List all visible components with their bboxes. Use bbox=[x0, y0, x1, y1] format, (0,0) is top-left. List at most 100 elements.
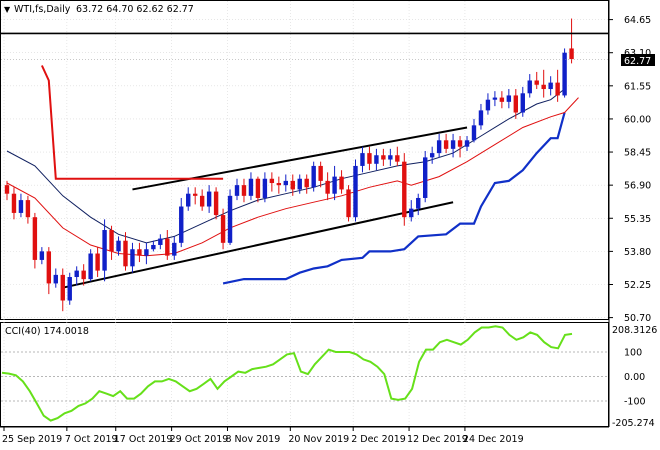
candle-body bbox=[416, 197, 421, 209]
candle-body bbox=[492, 97, 498, 100]
candle-body bbox=[388, 155, 393, 160]
candle-body bbox=[374, 155, 379, 164]
candle-body bbox=[220, 215, 226, 243]
candle-body bbox=[520, 93, 525, 113]
candle-body bbox=[123, 240, 128, 267]
horizontal-line[interactable] bbox=[1, 32, 608, 61]
time-tick-label: 20 Nov 2019 bbox=[288, 434, 349, 445]
candle-body bbox=[262, 178, 268, 198]
candle-body bbox=[318, 165, 323, 181]
candle-body bbox=[353, 165, 358, 218]
candle-body bbox=[450, 140, 456, 149]
candle-body bbox=[227, 195, 233, 243]
candle-body bbox=[67, 277, 72, 301]
candle-body bbox=[541, 84, 546, 90]
candle-body bbox=[457, 140, 463, 147]
candle-body bbox=[144, 249, 149, 256]
candle-body bbox=[81, 270, 86, 280]
cci-series bbox=[1, 325, 573, 422]
cci-bottom-value: -205.274 bbox=[612, 418, 655, 429]
cci-level-label: -100 bbox=[624, 397, 646, 408]
candle-body bbox=[130, 249, 135, 267]
candle-body bbox=[395, 155, 400, 162]
candle-body bbox=[409, 208, 414, 218]
cci-label: CCI(40) 174.0018 bbox=[5, 326, 89, 337]
grid bbox=[1, 1, 608, 427]
price-tick-label: 58.45 bbox=[624, 148, 651, 159]
candle-body bbox=[158, 238, 163, 245]
candle-body bbox=[25, 200, 31, 218]
candle-body bbox=[381, 155, 386, 160]
candle-body bbox=[562, 52, 567, 96]
candle-body bbox=[39, 251, 45, 260]
candle-body bbox=[116, 240, 121, 252]
candle-body bbox=[297, 178, 302, 190]
candle-body bbox=[548, 82, 553, 90]
candle-body bbox=[436, 140, 442, 154]
candle-body bbox=[367, 153, 372, 164]
candle-body bbox=[311, 165, 316, 188]
ohlc-values: 63.72 64.70 62.62 62.77 bbox=[76, 4, 194, 15]
stop-lines bbox=[40, 65, 566, 285]
price-tick-label: 55.35 bbox=[624, 214, 651, 225]
candle-body bbox=[478, 110, 484, 126]
candle-body bbox=[46, 251, 52, 284]
candle-body bbox=[360, 153, 365, 166]
price-tick-label: 60.00 bbox=[624, 114, 651, 125]
candle-body bbox=[74, 270, 79, 278]
candle-body bbox=[499, 97, 505, 102]
candle-body bbox=[290, 180, 295, 190]
cci-top-value: 208.3126 bbox=[612, 325, 657, 336]
candle-body bbox=[206, 191, 212, 207]
menu-arrow-icon[interactable]: ▼ bbox=[4, 5, 11, 14]
cci-level-label: 100 bbox=[624, 348, 642, 359]
candle-body bbox=[151, 244, 156, 250]
time-tick-label: 12 Dec 2019 bbox=[407, 434, 468, 445]
time-tick-label: 25 Sep 2019 bbox=[2, 434, 62, 445]
candle-body bbox=[192, 193, 198, 196]
time-tick-label: 24 Dec 2019 bbox=[463, 434, 524, 445]
trendline bbox=[62, 201, 454, 289]
candle-body bbox=[53, 274, 58, 284]
candle-body bbox=[325, 180, 330, 194]
price-tick-label: 64.65 bbox=[624, 15, 651, 26]
candle-body bbox=[402, 161, 407, 218]
candlesticks bbox=[4, 18, 574, 312]
price-tick-label: 56.90 bbox=[624, 181, 651, 192]
candle-body bbox=[569, 48, 574, 60]
candle-body bbox=[429, 153, 435, 158]
candle-body bbox=[443, 140, 449, 149]
candle-body bbox=[172, 242, 177, 256]
candle-body bbox=[513, 95, 519, 113]
candle-body bbox=[165, 238, 170, 256]
candle-body bbox=[4, 185, 10, 194]
candle-body bbox=[109, 230, 114, 252]
price-tick-label: 61.55 bbox=[624, 81, 651, 92]
candle-body bbox=[276, 183, 282, 186]
candle-body bbox=[485, 99, 491, 111]
candle-body bbox=[102, 230, 107, 271]
candle-body bbox=[179, 206, 184, 243]
price-tick-label: 52.25 bbox=[624, 280, 651, 291]
symbol-info: WTI,fs,Daily bbox=[14, 4, 71, 15]
cci-line bbox=[1, 325, 573, 422]
price-axis: 64.65 63.10 61.55 60.00 58.45 56.90 55.35 53.80… bbox=[609, 15, 651, 324]
price-tick-label: 63.10 bbox=[624, 48, 651, 59]
candle-body bbox=[18, 200, 24, 213]
price-tick-label: 50.70 bbox=[624, 313, 651, 324]
price-panel bbox=[0, 0, 609, 320]
candle-body bbox=[199, 195, 205, 207]
candle-body bbox=[555, 82, 560, 96]
candle-body bbox=[346, 189, 351, 218]
candle-body bbox=[234, 185, 240, 196]
time-tick-label: 8 Nov 2019 bbox=[225, 434, 280, 445]
candle-body bbox=[32, 217, 38, 260]
candle-body bbox=[186, 193, 191, 207]
ma-fast-line bbox=[6, 97, 579, 257]
candle-body bbox=[60, 274, 65, 301]
current-price-badge bbox=[621, 54, 655, 66]
current-price-label: 62.77 bbox=[624, 56, 651, 67]
stop-line-lower bbox=[222, 112, 566, 285]
candle-body bbox=[423, 157, 428, 198]
